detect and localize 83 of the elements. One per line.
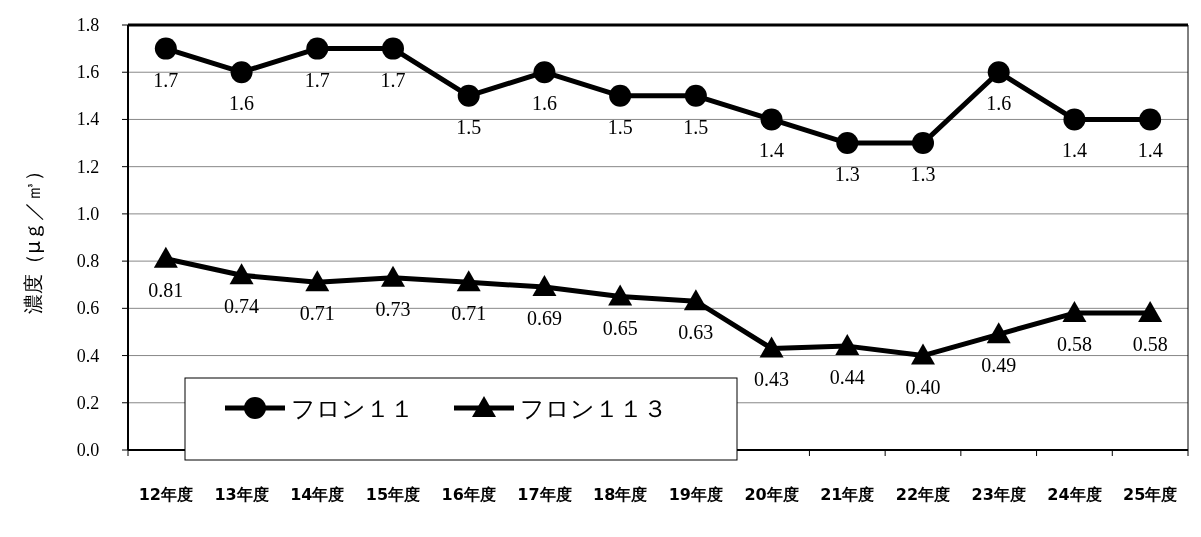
y-axis-title: 濃度（μｇ／㎥） [21, 161, 45, 314]
x-tick-label: 18年度 [593, 485, 648, 504]
y-tick-label: 1.4 [76, 109, 100, 130]
data-label: 1.5 [456, 115, 482, 138]
point [457, 84, 480, 107]
y-tick-label: 0.4 [76, 345, 100, 366]
data-label: 0.63 [678, 321, 714, 344]
data-label: 0.73 [375, 297, 411, 320]
point [230, 61, 253, 84]
data-label: 1.4 [759, 139, 785, 162]
data-label: 1.6 [229, 92, 255, 115]
data-label: 0.40 [905, 375, 941, 398]
point [608, 284, 633, 306]
data-label: 0.74 [224, 295, 260, 318]
x-tick-label: 19年度 [668, 485, 723, 504]
x-tick-label: 12年度 [138, 485, 193, 504]
point [684, 84, 707, 107]
point [986, 322, 1011, 344]
y-tick-label: 1.8 [76, 15, 100, 35]
point [305, 270, 330, 292]
data-label: 1.4 [1061, 139, 1087, 162]
legend-label: フロン１１ [291, 395, 414, 423]
x-tick-label: 16年度 [441, 485, 496, 504]
data-label: 0.71 [451, 302, 487, 325]
point [229, 263, 254, 285]
y-tick-label: 1.0 [76, 203, 100, 224]
point [306, 37, 329, 60]
point [1139, 108, 1162, 131]
point [456, 270, 481, 292]
point [987, 61, 1010, 84]
data-label: 0.44 [829, 366, 865, 389]
data-label: 0.65 [602, 316, 638, 339]
point [609, 84, 632, 107]
point [532, 275, 557, 297]
point [1062, 301, 1087, 323]
point [835, 334, 860, 356]
point [912, 132, 934, 155]
data-label: 0.81 [148, 278, 184, 301]
point [1063, 108, 1086, 131]
y-tick-label: 1.2 [76, 156, 100, 177]
data-label: 1.3 [834, 163, 860, 186]
point [759, 336, 784, 358]
legend-label: フロン１１３ [520, 395, 667, 423]
data-label: 0.49 [981, 354, 1017, 377]
data-label: 0.71 [299, 302, 335, 325]
data-label: 1.3 [910, 163, 936, 186]
point [154, 37, 177, 60]
x-tick-label: 24年度 [1047, 485, 1102, 504]
point [153, 246, 178, 268]
data-label: 1.5 [607, 115, 633, 138]
data-label: 1.6 [531, 92, 557, 115]
x-tick-label: 15年度 [365, 485, 421, 504]
data-label: 1.5 [683, 115, 709, 138]
data-label: 1.7 [304, 68, 330, 91]
data-label: 1.4 [1137, 139, 1163, 162]
x-tick-label: 14年度 [290, 485, 345, 504]
x-tick-label: 23年度 [971, 485, 1026, 504]
y-tick-label: 0.6 [76, 298, 100, 319]
data-label: 0.43 [754, 368, 790, 391]
x-tick-label: 22年度 [895, 485, 951, 504]
x-tick-label: 21年度 [820, 485, 875, 504]
point [760, 108, 783, 131]
data-label: 1.7 [153, 68, 179, 91]
data-label: 1.6 [986, 92, 1012, 115]
x-tick-label: 17年度 [517, 485, 572, 504]
data-label: 0.69 [526, 307, 562, 330]
point [533, 61, 556, 84]
y-tick-label: 0.0 [76, 440, 100, 460]
point [1138, 301, 1163, 323]
y-tick-label: 0.8 [76, 251, 100, 272]
data-label: 0.58 [1056, 333, 1092, 356]
x-tick-label: 20年度 [744, 485, 799, 504]
point [382, 37, 404, 60]
point [911, 343, 935, 365]
data-label: 0.58 [1132, 333, 1168, 356]
data-label: 1.7 [380, 68, 406, 91]
y-tick-label: 1.6 [76, 62, 100, 83]
point [381, 265, 405, 287]
x-tick-label: 25年度 [1123, 485, 1178, 504]
x-tick-label: 13年度 [214, 485, 269, 504]
point [683, 289, 708, 311]
point [836, 132, 859, 155]
y-tick-label: 0.2 [76, 392, 100, 413]
